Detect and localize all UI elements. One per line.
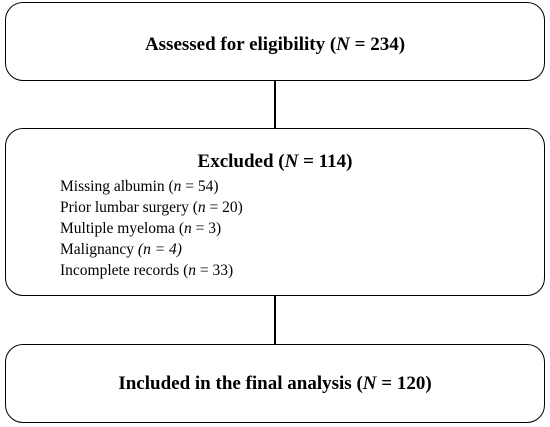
exclusion-reason-incomplete-records: Incomplete records (n = 33) bbox=[60, 262, 234, 279]
assessed-box: Assessed for eligibility (N = 234) bbox=[5, 2, 545, 81]
excluded-box: Excluded (N = 114) Missing albumin (n = … bbox=[5, 128, 545, 296]
assessed-title: Assessed for eligibility (N = 234) bbox=[144, 34, 406, 55]
included-box: Included in the final analysis (N = 120) bbox=[5, 344, 545, 423]
included-title: Included in the final analysis (N = 120) bbox=[118, 373, 432, 394]
excluded-title: Excluded (N = 114) bbox=[197, 151, 353, 172]
exclusion-reason-malignancy: Malignancy (n = 4) bbox=[60, 241, 182, 258]
connector-line-1 bbox=[274, 81, 276, 128]
exclusion-reason-multiple-myeloma: Multiple myeloma (n = 3) bbox=[60, 220, 222, 237]
connector-line-2 bbox=[274, 296, 276, 344]
exclusion-reason-prior-lumbar-surgery: Prior lumbar surgery (n = 20) bbox=[60, 199, 243, 216]
exclusion-reasons-list: Missing albumin (n = 54) Prior lumbar su… bbox=[60, 176, 243, 281]
exclusion-reason-missing-albumin: Missing albumin (n = 54) bbox=[60, 178, 219, 195]
